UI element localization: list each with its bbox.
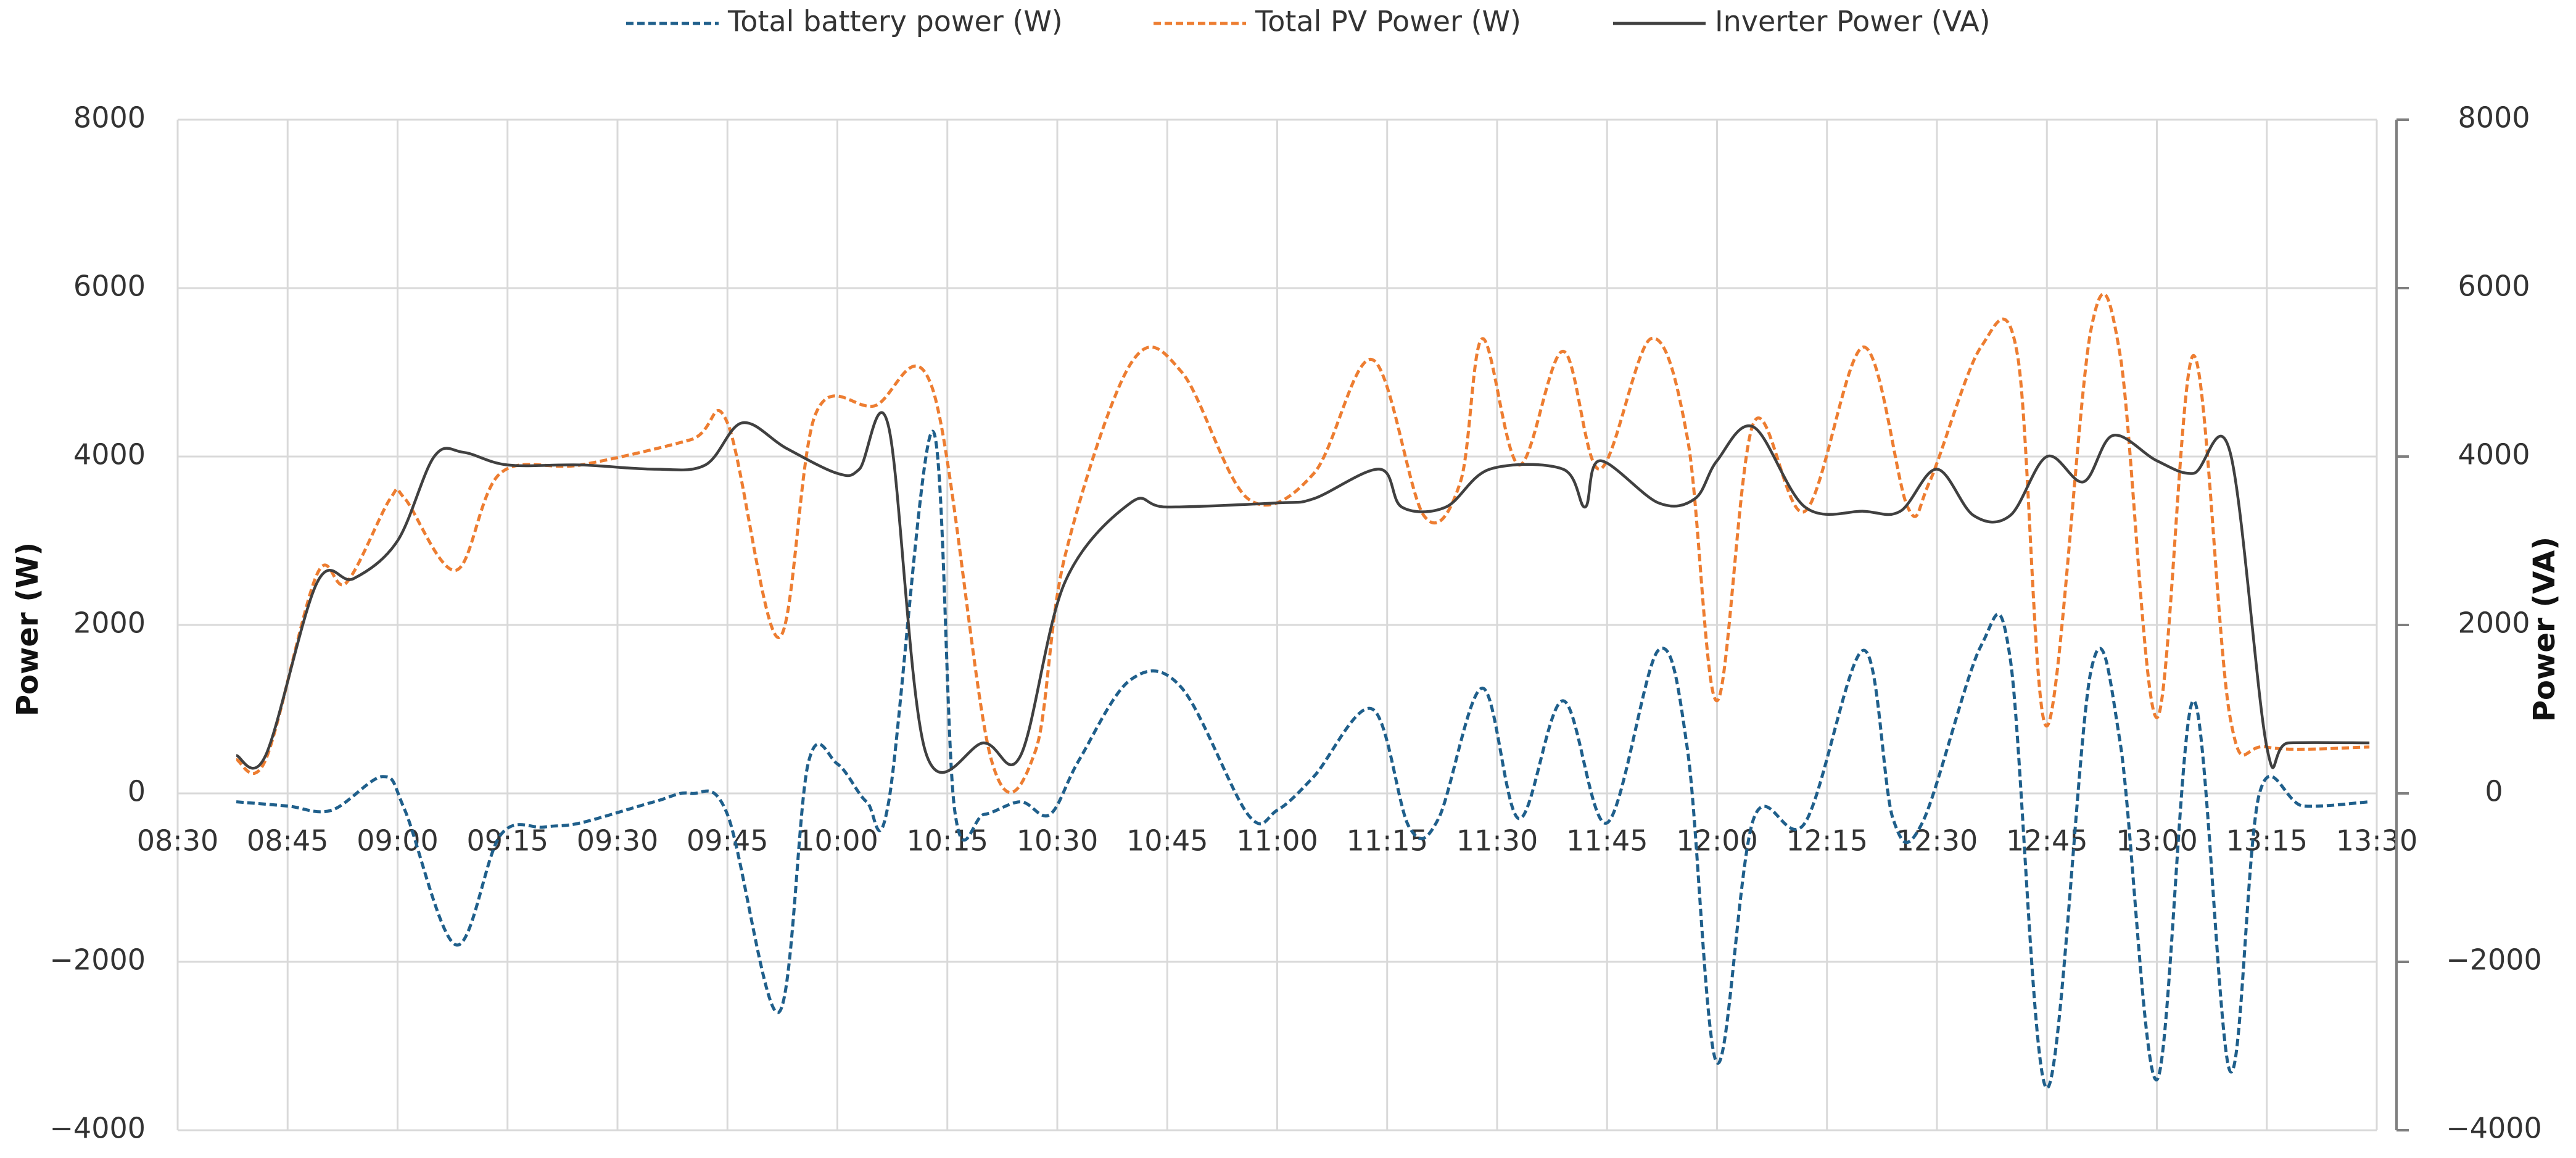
series-line [236, 292, 2370, 795]
y2-tick-label: 6000 [2458, 270, 2530, 303]
x-tick-label: 09:00 [357, 824, 439, 858]
x-tick-label: 10:15 [906, 824, 988, 858]
x-tick-label: 10:00 [796, 824, 878, 858]
x-tick-label: 12:00 [1676, 824, 1758, 858]
y-tick-label: 0 [128, 775, 146, 808]
y-tick-label: −2000 [49, 943, 146, 977]
y2-tick-label: 8000 [2458, 101, 2530, 134]
y2-tick-label: −4000 [2446, 1112, 2542, 1145]
x-tick-label: 11:15 [1346, 824, 1428, 858]
y-tick-label: 4000 [73, 438, 146, 471]
y-tick-label: −4000 [49, 1112, 146, 1145]
x-tick-label: 09:45 [687, 824, 769, 858]
x-tick-label: 10:45 [1126, 824, 1208, 858]
y-tick-label: 2000 [73, 606, 146, 640]
x-tick-label: 11:00 [1236, 824, 1318, 858]
y2-tick-label: 4000 [2458, 438, 2530, 471]
x-tick-label: 08:30 [137, 824, 219, 858]
x-tick-label: 12:15 [1786, 824, 1868, 858]
y2-tick-label: −2000 [2446, 943, 2542, 977]
x-tick-label: 08:45 [247, 824, 329, 858]
x-tick-label: 13:30 [2336, 824, 2418, 858]
legend-label: Total PV Power (W) [1255, 5, 1521, 38]
legend-label: Inverter Power (VA) [1715, 5, 1991, 38]
series-line [236, 411, 2370, 774]
y-tick-label: 8000 [73, 101, 146, 134]
legend-label: Total battery power (W) [727, 5, 1063, 38]
x-tick-label: 10:30 [1017, 824, 1099, 858]
x-tick-label: 11:45 [1566, 824, 1648, 858]
y-axis-title: Power (W) [10, 542, 45, 716]
y2-tick-label: 0 [2485, 775, 2503, 808]
x-tick-label: 13:15 [2226, 824, 2308, 858]
x-tick-label: 09:15 [466, 824, 548, 858]
y2-axis-title: Power (VA) [2527, 537, 2562, 722]
series-line [236, 429, 2370, 1090]
y-tick-label: 6000 [73, 270, 146, 303]
x-tick-label: 09:30 [577, 824, 659, 858]
x-tick-label: 11:30 [1456, 824, 1538, 858]
y2-tick-label: 2000 [2458, 606, 2530, 640]
